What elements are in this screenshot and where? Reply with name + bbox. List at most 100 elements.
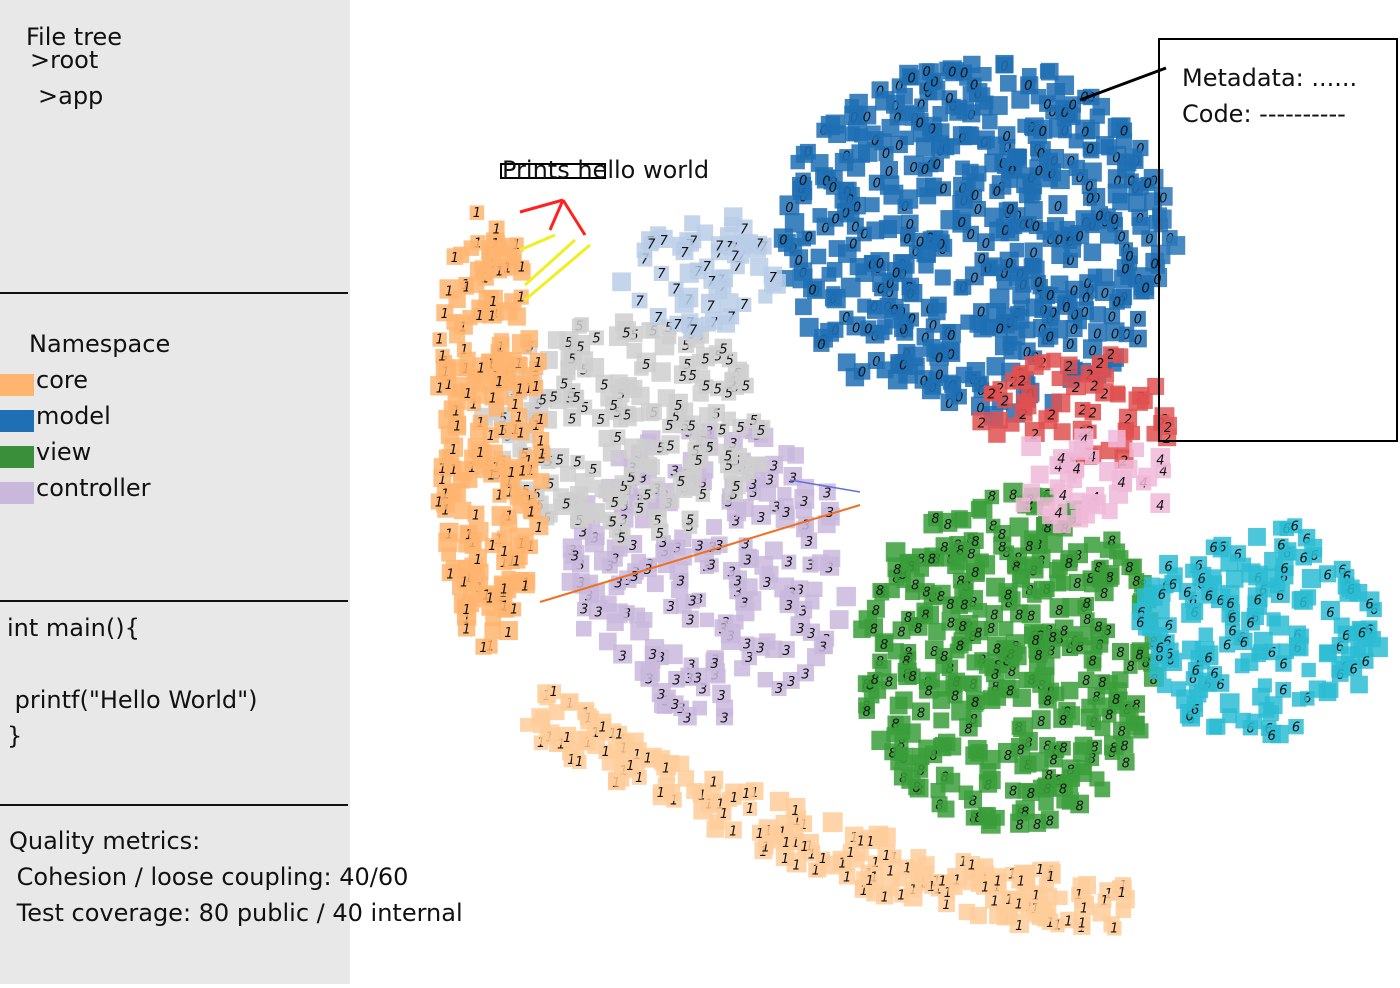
- view-digit-tile: 8: [875, 633, 894, 653]
- model-digit-tile: [1088, 269, 1102, 283]
- controller-digit-tile: 3: [566, 545, 585, 565]
- controller-digit-tile: 3: [705, 653, 723, 672]
- model-digit-tile: 0: [1029, 220, 1043, 235]
- svg-text:8: 8: [1122, 757, 1130, 772]
- svg-text:6: 6: [1292, 720, 1300, 735]
- cyan-digit-tile: [1194, 684, 1208, 698]
- core-digit-tile: 1: [475, 639, 491, 656]
- view-digit-tile: [979, 658, 995, 674]
- model-digit-tile: [1132, 217, 1150, 235]
- view-digit-tile: [983, 690, 998, 705]
- cyan-digit-tile: [1292, 591, 1309, 608]
- controller-digit-tile: 3: [751, 505, 771, 526]
- model-digit-tile: 0: [1130, 311, 1146, 328]
- lightblue-digit-tile: [739, 234, 758, 253]
- svg-text:1: 1: [487, 429, 495, 444]
- peach-digit-tile: [576, 731, 595, 750]
- controller-digit-tile: [706, 519, 722, 535]
- svg-text:8: 8: [959, 620, 967, 635]
- divider: [0, 292, 348, 294]
- svg-text:8: 8: [947, 617, 955, 632]
- svg-text:0: 0: [947, 329, 955, 344]
- svg-text:6: 6: [1279, 684, 1287, 699]
- model-digit-tile: 0: [1083, 141, 1098, 157]
- svg-text:0: 0: [1111, 327, 1119, 342]
- core-digit-tile: [454, 502, 472, 520]
- svg-text:6: 6: [1228, 625, 1236, 640]
- svg-text:1: 1: [512, 555, 520, 570]
- svg-text:1: 1: [438, 349, 446, 364]
- gray-digit-tile: 5: [696, 487, 711, 503]
- tree-item-app[interactable]: >app: [38, 82, 103, 110]
- svg-text:1: 1: [504, 626, 512, 641]
- svg-text:1: 1: [537, 435, 545, 450]
- model-digit-tile: [795, 298, 812, 315]
- metadata-line: Code: ----------: [1182, 100, 1346, 128]
- svg-text:1: 1: [517, 426, 525, 441]
- controller-digit-tile: [787, 447, 804, 464]
- svg-text:0: 0: [873, 177, 881, 192]
- svg-text:0: 0: [1054, 200, 1062, 215]
- core-digit-tile: [458, 560, 472, 574]
- view-digit-tile: [1081, 709, 1099, 727]
- svg-text:0: 0: [1032, 220, 1040, 235]
- peach-digit-tile: [1116, 902, 1131, 917]
- svg-text:1: 1: [472, 508, 480, 523]
- view-digit-tile: 8: [1084, 651, 1102, 670]
- gray-digit-tile: [588, 503, 605, 520]
- svg-text:0: 0: [1076, 230, 1084, 245]
- model-digit-tile: 0: [942, 90, 958, 107]
- svg-text:0: 0: [885, 165, 893, 180]
- svg-text:8: 8: [1059, 714, 1067, 729]
- view-digit-tile: [972, 603, 987, 618]
- svg-text:0: 0: [799, 174, 807, 189]
- model-digit-tile: 0: [1052, 233, 1066, 248]
- cyan-digit-tile: [1252, 688, 1270, 706]
- view-digit-tile: [1013, 689, 1031, 707]
- svg-text:6: 6: [1164, 560, 1172, 575]
- tree-item-root[interactable]: >root: [30, 46, 98, 74]
- red-digit-tile: [991, 412, 1008, 429]
- model-digit-tile: [827, 262, 843, 278]
- red-digit-tile: 2: [997, 393, 1013, 410]
- view-digit-tile: 8: [1116, 735, 1134, 754]
- gray-digit-tile: 5: [661, 435, 679, 454]
- svg-text:1: 1: [489, 392, 497, 407]
- model-digit-tile: [883, 185, 903, 205]
- svg-text:8: 8: [863, 705, 871, 720]
- model-digit-tile: 0: [1091, 206, 1108, 224]
- pink-digit-tile: 4: [1053, 449, 1070, 467]
- view-digit-tile: 8: [993, 525, 1010, 543]
- svg-text:0: 0: [1005, 257, 1013, 272]
- svg-text:0: 0: [1035, 164, 1043, 179]
- svg-text:1: 1: [500, 582, 508, 597]
- svg-text:8: 8: [1088, 655, 1096, 670]
- svg-text:8: 8: [1094, 621, 1102, 636]
- svg-text:8: 8: [893, 563, 901, 578]
- cyan-digit-tile: 6: [1153, 641, 1167, 656]
- svg-text:3: 3: [785, 599, 793, 614]
- view-digit-tile: [1061, 682, 1079, 700]
- controller-digit-tile: 3: [712, 685, 730, 704]
- link-line: [525, 245, 590, 300]
- svg-text:8: 8: [904, 611, 912, 626]
- controller-digit-tile: 3: [716, 708, 733, 726]
- peach-digit-tile: 1: [797, 839, 812, 855]
- svg-text:1: 1: [843, 871, 851, 886]
- model-digit-tile: 0: [919, 63, 935, 80]
- svg-text:0: 0: [1101, 287, 1109, 302]
- lightblue-digit-tile: 7: [654, 266, 669, 282]
- svg-text:2: 2: [987, 388, 995, 403]
- controller-digit-tile: 3: [685, 594, 700, 610]
- view-digit-tile: 8: [966, 561, 985, 581]
- core-digit-tile: 1: [508, 551, 526, 570]
- cyan-digit-tile: 6: [1275, 558, 1293, 577]
- legend-label: controller: [36, 474, 151, 502]
- view-digit-tile: 8: [957, 597, 973, 614]
- lightblue-digit-tile: [724, 207, 743, 226]
- gray-digit-tile: 5: [595, 375, 613, 394]
- svg-text:8: 8: [917, 706, 925, 721]
- view-digit-tile: 8: [901, 611, 915, 626]
- model-digit-tile: 0: [1106, 322, 1125, 342]
- svg-text:1: 1: [521, 579, 529, 594]
